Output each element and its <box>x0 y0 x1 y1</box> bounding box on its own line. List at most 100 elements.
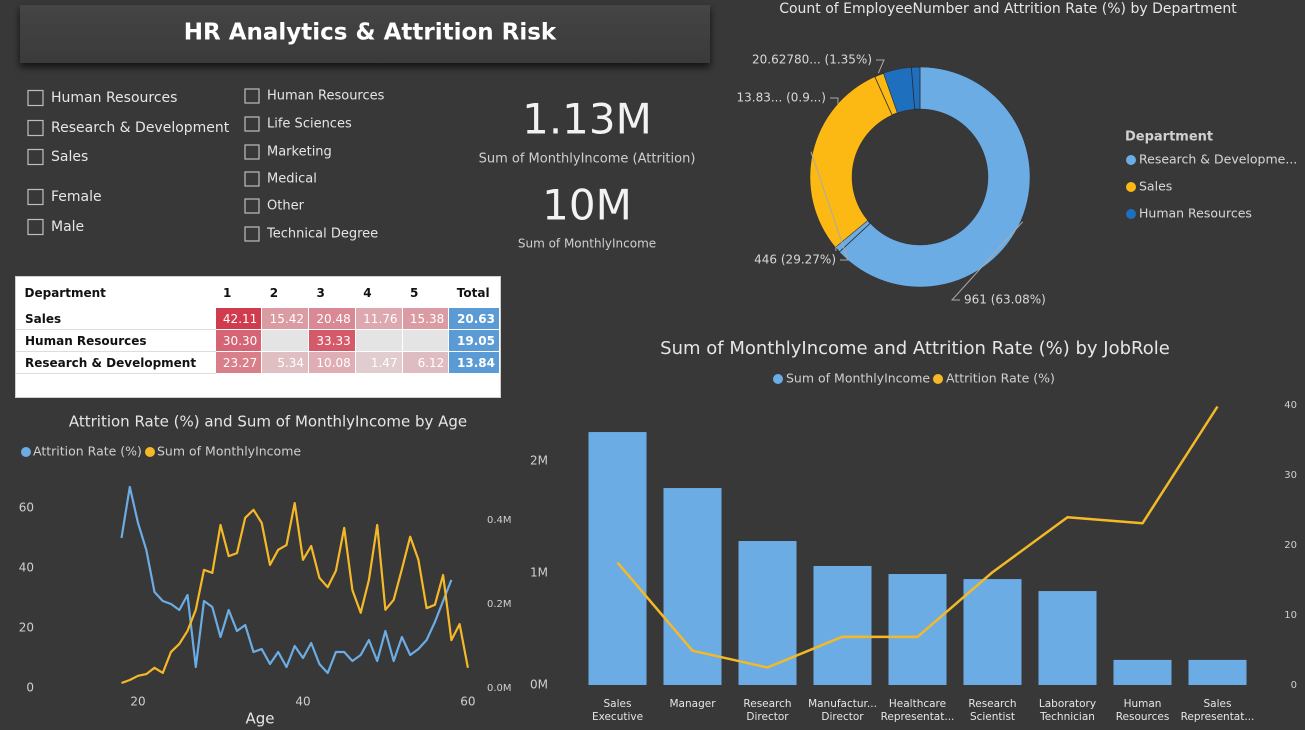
matrix-row-header: Human Resources <box>16 329 216 352</box>
matrix-cell: 13.84 <box>448 351 500 374</box>
slicer-label[interactable]: Medical <box>267 172 317 187</box>
slicer-label[interactable]: Technical Degree <box>266 227 378 242</box>
x-tick-label: Manufactur... Director <box>808 698 877 723</box>
matrix-cell <box>354 329 403 352</box>
slicer-label[interactable]: Human Resources <box>51 90 177 106</box>
bar <box>1038 591 1097 685</box>
leader-line <box>876 59 885 74</box>
legend-label: Attrition Rate (%) <box>946 371 1055 386</box>
slicer-label[interactable]: Sales <box>51 149 88 165</box>
slicer-checkbox[interactable] <box>244 88 260 104</box>
matrix-cell <box>401 329 450 352</box>
matrix-column-header: 4 <box>363 286 372 300</box>
x-tick-label: Sales Representat... <box>1180 698 1255 723</box>
matrix-cell: 19.05 <box>448 329 500 352</box>
series-line <box>121 502 469 685</box>
x-tick-label: 60 <box>460 695 475 709</box>
slicer-checkbox[interactable] <box>27 188 44 206</box>
slicer-checkbox[interactable] <box>244 116 260 132</box>
slicer-label[interactable]: Life Sciences <box>267 117 352 132</box>
donut-slice <box>809 76 893 248</box>
matrix-cell: 33.33 <box>308 329 356 352</box>
x-tick-label: 40 <box>295 695 310 709</box>
matrix-column-header: 3 <box>316 286 325 300</box>
legend-marker <box>1126 155 1136 165</box>
matrix: Department 1 2 3 4 5 Total Sales 42.11 15.42 20.48… <box>15 276 501 398</box>
slicer-label[interactable]: Other <box>267 199 305 214</box>
bar <box>963 579 1022 685</box>
legend-label: Sales <box>1139 179 1172 194</box>
matrix-cell: 15.42 <box>261 307 310 330</box>
slicer-label[interactable]: Research & Development <box>51 120 230 136</box>
matrix-row-header: Sales <box>16 307 216 330</box>
data-label: 20.62780... (1.35%) <box>752 53 872 67</box>
y-tick-label: 1M <box>530 566 548 580</box>
y-tick-label: 0M <box>530 678 548 692</box>
slicer-label[interactable]: Female <box>51 189 102 205</box>
matrix-cell: 1.47 <box>354 351 403 374</box>
matrix-cell <box>261 329 310 352</box>
y2-tick-label: 0.0M <box>487 683 512 694</box>
slicer-checkbox[interactable] <box>27 119 44 137</box>
matrix-cell: 6.12 <box>401 351 450 374</box>
matrix-column-header: Total <box>456 286 490 300</box>
leader-line <box>810 151 849 261</box>
matrix-cell: 23.27 <box>214 351 263 374</box>
bar <box>588 432 647 685</box>
legend-title: Department <box>1125 130 1213 145</box>
data-label: 446 (29.27%) <box>754 253 836 267</box>
slicer-checkbox[interactable] <box>244 144 260 160</box>
bar <box>813 565 872 685</box>
x-tick-label: Human Resources <box>1115 698 1170 723</box>
y-tick-label: 60 <box>19 500 34 514</box>
matrix-cell: 42.11 <box>214 307 263 330</box>
legend-marker <box>933 374 943 384</box>
matrix-column-header: Department <box>24 286 106 300</box>
y2-tick-label: 0.2M <box>487 599 512 610</box>
header-box <box>20 5 710 63</box>
x-tick-label: Sales Executive <box>591 698 644 723</box>
y2-tick-label: 0.4M <box>487 515 512 526</box>
y-tick-label: 2M <box>530 454 548 468</box>
y-tick-label: 20 <box>19 620 34 634</box>
y2-tick-label: 0 <box>1291 680 1297 691</box>
slicer-checkbox[interactable] <box>27 218 44 236</box>
leader-line <box>950 221 1024 301</box>
legend-label: Human Resources <box>1139 206 1252 221</box>
legend-marker <box>1126 209 1136 219</box>
x-tick-label: Research Scientist <box>968 698 1017 723</box>
matrix-column-header: 2 <box>269 286 279 300</box>
y-tick-label: 40 <box>19 560 34 574</box>
slicer-label[interactable]: Male <box>51 219 84 235</box>
slicer-checkbox[interactable] <box>27 89 44 107</box>
header-title: HR Analytics & Attrition Risk <box>184 20 557 46</box>
legend-label: Sum of MonthlyIncome <box>786 371 930 386</box>
matrix-cell: 15.38 <box>401 307 450 330</box>
slicer-checkbox[interactable] <box>244 226 260 242</box>
x-tick-label: 20 <box>130 695 145 709</box>
slicer-label[interactable]: Human Resources <box>267 89 385 104</box>
slicer-checkbox[interactable] <box>244 171 260 187</box>
series-line <box>616 405 1219 669</box>
legend-marker <box>145 447 155 457</box>
y2-tick-label: 10 <box>1284 610 1297 621</box>
matrix-cell: 11.76 <box>354 307 403 330</box>
donut-slice <box>839 66 1031 288</box>
legend-marker <box>1126 182 1136 192</box>
matrix-column-header: 5 <box>410 286 419 300</box>
bar <box>663 488 722 685</box>
chart-title: Count of EmployeeNumber and Attrition Ra… <box>779 1 1237 17</box>
data-label: 13.83... (0.9...) <box>736 91 826 105</box>
bar <box>738 541 797 685</box>
slicer-label[interactable]: Marketing <box>267 145 332 160</box>
bar <box>1188 659 1247 685</box>
series-line <box>120 485 453 675</box>
y2-tick-label: 30 <box>1284 470 1297 481</box>
slicer-checkbox[interactable] <box>27 148 44 166</box>
data-label: 961 (63.08%) <box>964 293 1046 307</box>
slicer-checkbox[interactable] <box>244 198 260 214</box>
x-tick-label: Healthcare Representat... <box>880 698 955 723</box>
x-tick-label: Laboratory Technician <box>1038 698 1097 723</box>
